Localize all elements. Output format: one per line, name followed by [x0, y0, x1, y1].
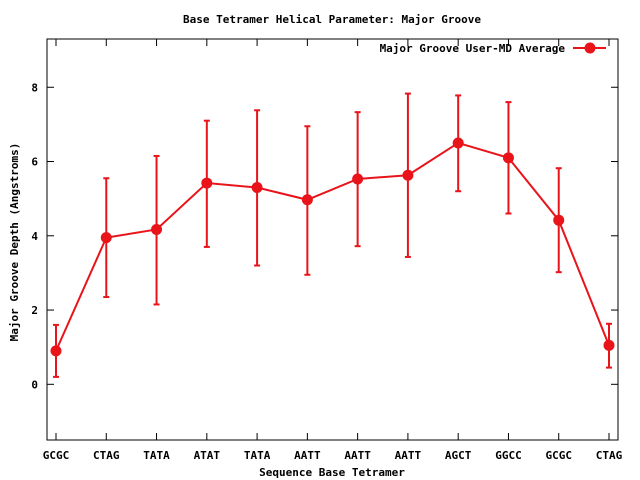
x-tick-label: GCGC [43, 449, 70, 462]
data-point [50, 345, 62, 357]
x-tick-labels: GCGC CTAG TATA ATAT TATA AATT AATT AATT AGCT GGCC… [43, 449, 623, 462]
data-point [352, 173, 364, 185]
legend: Major Groove User-MD Average [380, 42, 606, 55]
data-point [502, 152, 514, 164]
data-point [201, 177, 213, 189]
data-point [402, 169, 414, 181]
data-point [452, 137, 464, 149]
axis-ticks [47, 39, 618, 440]
y-tick-label: 0 [31, 378, 38, 391]
x-tick-label: CTAG [93, 449, 120, 462]
x-tick-label: AATT [294, 449, 321, 462]
data-point [553, 214, 565, 226]
error-bars [53, 92, 612, 378]
y-tick-label: 8 [31, 81, 38, 94]
data-point [251, 182, 263, 194]
x-tick-label: AATT [395, 449, 422, 462]
x-tick-label: TATA [143, 449, 170, 462]
data-point [603, 339, 615, 351]
data-point [100, 232, 112, 244]
x-tick-label: GGCC [495, 449, 522, 462]
data-point [301, 194, 313, 206]
legend-marker-swatch [584, 42, 596, 54]
data-points [50, 137, 615, 357]
legend-label: Major Groove User-MD Average [380, 42, 566, 55]
data-point [151, 223, 163, 235]
y-tick-label: 6 [31, 156, 38, 169]
x-tick-label: TATA [244, 449, 271, 462]
x-tick-label: AATT [344, 449, 371, 462]
chart-title: Base Tetramer Helical Parameter: Major G… [183, 13, 481, 26]
y-tick-labels: 0 2 4 6 8 [31, 81, 38, 391]
x-axis-label: Sequence Base Tetramer [259, 466, 405, 479]
plot-frame [46, 38, 619, 441]
x-tick-label: CTAG [596, 449, 623, 462]
y-tick-label: 2 [31, 304, 38, 317]
y-axis-label: Major Groove Depth (Angstroms) [8, 143, 21, 342]
x-tick-label: AGCT [445, 449, 472, 462]
x-tick-label: ATAT [194, 449, 221, 462]
y-tick-label: 4 [31, 230, 38, 243]
series-polyline [55, 141, 610, 352]
series-line [55, 141, 610, 352]
x-tick-label: GCGC [545, 449, 572, 462]
